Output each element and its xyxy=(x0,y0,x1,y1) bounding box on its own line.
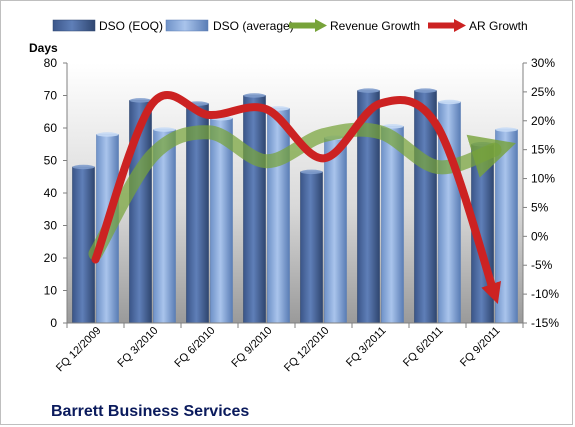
right-tick-label: 5% xyxy=(531,200,549,214)
left-tick-label: 0 xyxy=(50,316,57,330)
left-tick-label: 70 xyxy=(44,89,58,103)
bar-dso-average-7 xyxy=(495,129,518,324)
bar-cap-dso-eoq-1 xyxy=(129,98,152,103)
right-tick-label: 15% xyxy=(531,143,555,157)
left-tick-label: 10 xyxy=(44,284,58,298)
x-tick-label: FQ 6/2011 xyxy=(401,325,446,370)
left-tick-label: 80 xyxy=(44,56,58,70)
bar-dso-eoq-0 xyxy=(72,166,95,324)
x-tick-label: FQ 12/2009 xyxy=(54,325,104,375)
x-tick-label: FQ 3/2010 xyxy=(115,325,160,370)
right-tick-label: -15% xyxy=(531,316,559,330)
left-tick-label: 60 xyxy=(44,121,58,135)
legend-arrow-ar-growth xyxy=(428,19,466,32)
bar-cap-dso-eoq-3 xyxy=(243,93,266,98)
right-tick-label: -10% xyxy=(531,287,559,301)
right-tick-label: 20% xyxy=(531,114,555,128)
legend-label-ar-growth: AR Growth xyxy=(469,19,528,33)
line-revenue-growth xyxy=(88,122,516,261)
bar-dso-average-3 xyxy=(267,108,290,324)
legend: DSO (EOQ) DSO (average) Revenue Growth A… xyxy=(52,19,528,33)
bar-cap-dso-eoq-0 xyxy=(72,164,95,170)
legend-label-dso-eoq: DSO (EOQ) xyxy=(99,19,163,33)
left-tick-label: 20 xyxy=(44,251,58,265)
legend-swatch-dso-average xyxy=(165,19,209,32)
x-tick-label: FQ 9/2011 xyxy=(458,325,503,370)
y-axis-title: Days xyxy=(29,41,58,55)
right-tick-label: 0% xyxy=(531,229,549,243)
legend-arrow-revenue-growth xyxy=(289,19,327,32)
bar-dso-average-4 xyxy=(324,137,347,324)
right-tick-label: 30% xyxy=(531,56,555,70)
bar-cap-dso-average-1 xyxy=(153,127,176,132)
bar-cap-dso-eoq-5 xyxy=(357,88,380,93)
left-axis-ticks: 0 10 20 30 40 50 60 70 80 xyxy=(44,56,67,330)
left-tick-label: 40 xyxy=(44,186,58,200)
right-tick-label: 25% xyxy=(531,85,555,99)
x-tick-label: FQ 6/2010 xyxy=(172,325,217,370)
legend-swatch-dso-eoq xyxy=(52,19,96,32)
legend-label-dso-average: DSO (average) xyxy=(213,19,294,33)
legend-label-revenue-growth: Revenue Growth xyxy=(330,19,420,33)
bar-cap-dso-average-6 xyxy=(438,99,461,105)
bar-dso-average-5 xyxy=(381,126,404,324)
x-tick-label: FQ 12/2010 xyxy=(282,325,332,375)
x-tick-label: FQ 3/2011 xyxy=(344,325,389,370)
left-tick-label: 50 xyxy=(44,154,58,168)
bar-cap-dso-average-7 xyxy=(495,127,518,132)
bar-dso-eoq-3 xyxy=(243,95,266,324)
right-axis-ticks: -15% -10% -5% 0% 5% 10% 15% 20% 25% 30% xyxy=(523,56,559,330)
line-layer xyxy=(88,91,516,304)
line-ar-growth xyxy=(91,91,501,304)
x-axis-ticks: FQ 12/2009 FQ 3/2010 FQ 6/2010 FQ 9/2010 FQ … xyxy=(54,323,524,375)
right-tick-label: -5% xyxy=(531,258,553,272)
company-name: Barrett Business Services xyxy=(51,403,249,420)
bar-cap-dso-average-0 xyxy=(96,132,119,137)
bar-cap-dso-eoq-4 xyxy=(300,169,323,175)
bar-cap-dso-eoq-6 xyxy=(414,88,437,93)
left-tick-label: 30 xyxy=(44,219,58,233)
bar-dso-eoq-4 xyxy=(300,171,323,324)
x-tick-label: FQ 9/2010 xyxy=(229,325,274,370)
right-tick-label: 10% xyxy=(531,172,555,186)
